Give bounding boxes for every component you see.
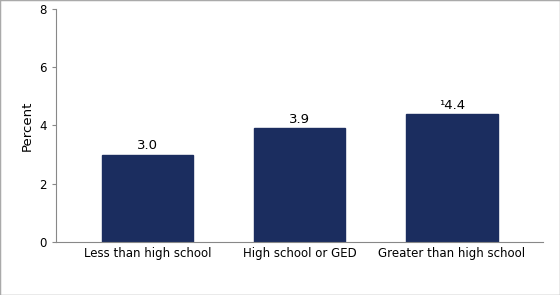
Bar (406, 114, 497, 242)
Text: 3.0: 3.0 (137, 140, 158, 153)
Text: 3.9: 3.9 (289, 113, 310, 126)
Bar (254, 128, 346, 242)
Bar (102, 155, 193, 242)
Text: ¹4.4: ¹4.4 (439, 99, 465, 112)
Y-axis label: Percent: Percent (21, 100, 34, 150)
